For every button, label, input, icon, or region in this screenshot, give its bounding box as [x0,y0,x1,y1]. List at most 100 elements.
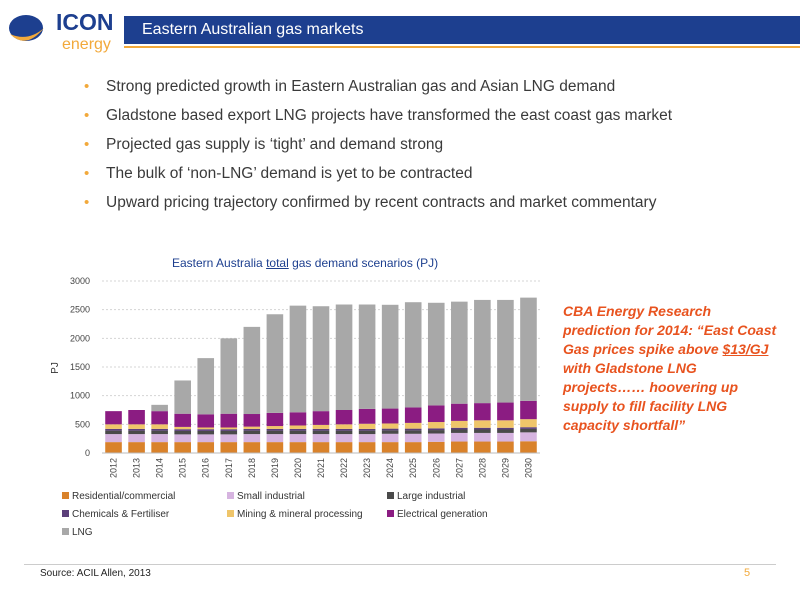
bar-segment [128,442,145,453]
bar-segment [404,433,422,443]
bullet-text: Upward pricing trajectory confirmed by r… [106,194,657,211]
bar-segment [381,433,399,443]
bar-segment [358,442,376,453]
bar-segment [128,410,145,425]
x-tick-label: 2014 [155,458,165,478]
bar-segment [197,414,215,428]
x-tick-label: 2020 [293,458,303,478]
bullet-text: Strong predicted growth in Eastern Austr… [106,78,616,95]
bar-segment [497,420,514,428]
bar-segment [451,403,468,421]
x-tick-label: 2029 [500,458,510,478]
chart-title: Eastern Australia total gas demand scena… [172,256,438,270]
bullet-list: • Strong predicted growth in Eastern Aust… [84,72,672,217]
bar-segment [335,410,353,425]
bar-segment [243,326,261,415]
x-tick-label: 2027 [454,458,464,478]
bar-segment [451,432,468,442]
bar-segment [358,428,376,431]
bar-segment [451,441,468,453]
legend-swatch [387,510,394,517]
bar-segment [174,429,191,431]
x-tick-label: 2021 [316,458,326,478]
bar-segment [474,441,491,453]
bullet-icon: • [84,107,90,124]
bar-segment [266,434,284,443]
legend-item: Large industrial [387,491,465,502]
y-tick-label: 2500 [70,305,90,315]
bar-segment [174,413,191,427]
bar-segment [312,424,330,429]
bar-segment [105,434,122,443]
bar-segment [474,432,491,442]
legend-item: Small industrial [227,491,305,502]
legend-label: Large industrial [397,491,466,502]
bar-segment [105,411,122,425]
bar-segment [151,430,168,435]
bar-segment [220,434,238,443]
x-tick-label: 2013 [132,458,142,478]
bullet-icon: • [84,78,90,95]
bar-segment [312,411,330,425]
bar-segment [197,429,215,431]
legend-label: Electrical generation [397,509,488,520]
icon-energy-logo: ICON energy [9,9,114,53]
bar-segment [427,433,445,442]
bar-segment [497,427,514,430]
y-tick-label: 3000 [70,276,90,286]
bar-segment [335,430,353,435]
bar-segment [381,430,399,434]
bar-segment [243,434,261,443]
bar-segment [105,424,122,429]
bar-segment [174,430,191,435]
y-tick-label: 1000 [70,391,90,401]
bar-segment [128,428,145,431]
x-tick-label: 2030 [523,458,533,478]
bar-segment [427,428,445,431]
bar-segment [497,432,514,442]
callout-before: CBA Energy Research prediction for 2014:… [563,303,777,357]
callout-underlined: $13/GJ [722,341,769,357]
bar-segment [497,299,514,403]
bar-segment [404,407,422,423]
bullet-item: • Gladstone based export LNG projects hav… [84,101,672,130]
bar-segment [128,430,145,435]
bar-segment [381,304,399,409]
bullet-icon: • [84,165,90,182]
legend-swatch [227,510,234,517]
bar-segment [474,420,491,428]
bar-segment [474,299,491,404]
bullet-item: • Strong predicted growth in Eastern Aust… [84,72,672,101]
bar-segment [151,434,168,443]
legend-swatch [62,510,69,517]
bar-segment [243,414,261,427]
legend-swatch [227,492,234,499]
logo-word-icon: ICON [56,9,114,35]
bar-segment [174,442,191,453]
bar-segment [151,442,168,453]
bar-segment [151,404,168,412]
y-tick-label: 0 [85,448,90,458]
bar-segment [220,429,238,431]
chart-title-after: gas demand scenarios (PJ) [288,256,439,270]
cba-callout: CBA Energy Research prediction for 2014:… [563,302,778,435]
bar-segment [474,429,491,433]
bar-segment [220,442,238,453]
legend-item: Mining & mineral processing [227,509,363,520]
source-note: Source: ACIL Allen, 2013 [40,568,151,579]
x-tick-label: 2012 [109,458,119,478]
bar-segment [220,430,238,435]
bar-segment [358,430,376,435]
bar-segment [497,402,514,421]
y-tick-label: 1500 [70,362,90,372]
bar-segment [289,428,307,431]
bar-segment [289,412,307,426]
legend-label: Residential/commercial [72,491,176,502]
bar-segment [243,428,261,431]
bar-segment [266,442,284,453]
bar-segment [381,408,399,424]
bar-segment [289,430,307,435]
x-tick-label: 2019 [270,458,280,478]
bar-segment [520,441,537,453]
legend-label: Chemicals & Fertiliser [72,509,170,520]
